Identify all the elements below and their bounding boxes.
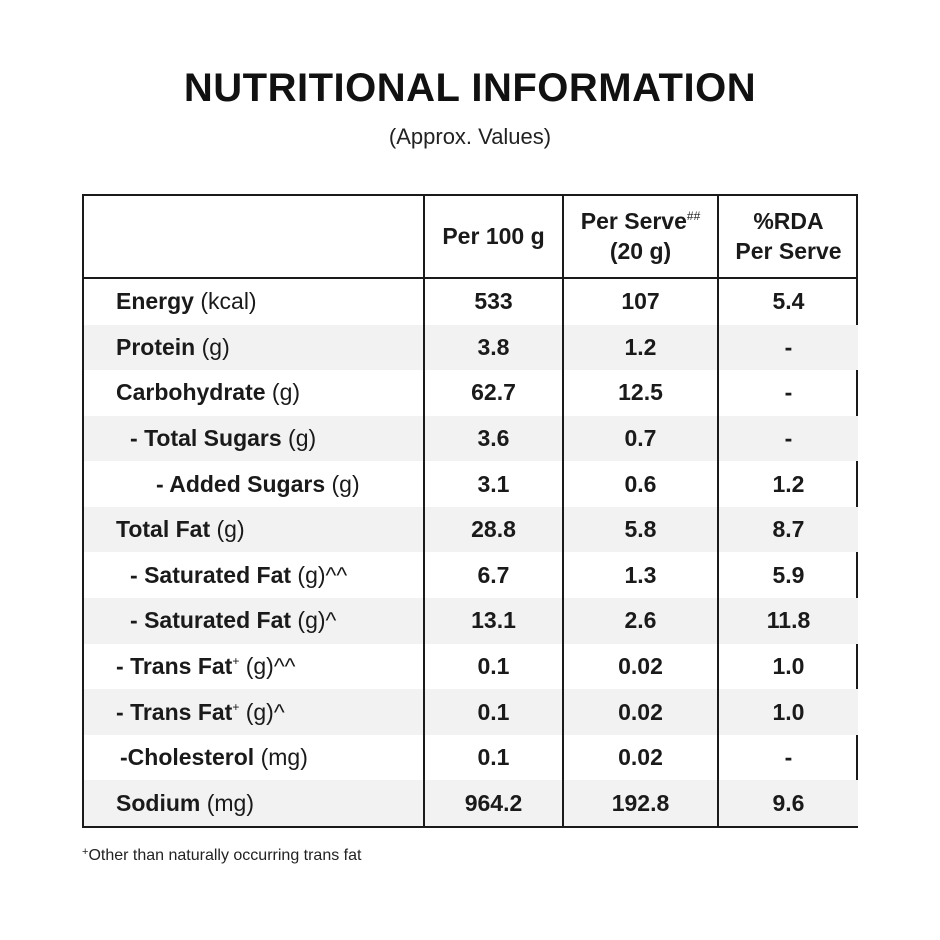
nutrient-name: Carbohydrate (g) — [116, 379, 301, 406]
value-per-serve: 192.8 — [562, 780, 718, 826]
table-row: - Added Sugars (g) 3.1 0.6 1.2 — [84, 461, 858, 507]
table-row: Sodium (mg) 964.2 192.8 9.6 — [84, 780, 858, 826]
table-header-row: Per 100 g Per Serve## (20 g) %RDA Per Serv… — [84, 196, 858, 279]
header-per-serve: Per Serve## (20 g) — [562, 196, 718, 279]
footnote-text: Other than naturally occurring trans fat — [88, 847, 362, 864]
value-rda: - — [717, 734, 858, 781]
value-rda: 11.8 — [717, 598, 858, 644]
value-rda: 8.7 — [717, 506, 858, 553]
value-per-100g: 28.8 — [423, 506, 563, 553]
nutrient-name: Energy (kcal) — [116, 288, 257, 315]
table-row: - Saturated Fat (g)^ 13.1 2.6 11.8 — [84, 598, 858, 644]
value-per-100g: 533 — [423, 278, 563, 325]
value-per-serve: 0.7 — [562, 415, 718, 462]
table-row: Energy (kcal) 533 107 5.4 — [84, 278, 858, 325]
value-per-100g: 3.1 — [423, 461, 563, 507]
nutrition-table: Per 100 g Per Serve## (20 g) %RDA Per Serv… — [82, 194, 858, 828]
nutrient-name: - Trans Fat+ (g)^ — [84, 689, 424, 735]
value-per-serve: 12.5 — [562, 370, 718, 416]
nutrient-name: - Trans Fat+ (g)^^ — [116, 652, 296, 679]
value-per-serve: 1.3 — [562, 552, 718, 599]
footnote-mark: + — [82, 846, 89, 858]
value-rda: 9.6 — [717, 780, 858, 826]
table-row: Carbohydrate (g) 62.7 12.5 - — [84, 370, 858, 416]
value-per-100g: 0.1 — [423, 689, 563, 735]
value-per-serve: 0.02 — [562, 689, 718, 735]
nutrient-name: - Added Sugars (g) — [156, 470, 360, 497]
value-rda: 1.0 — [717, 643, 858, 690]
value-per-serve: 0.02 — [562, 734, 718, 781]
value-per-serve: 0.6 — [562, 461, 718, 507]
value-per-100g: 964.2 — [423, 780, 563, 826]
table-row: - Trans Fat+ (g)^^ 0.1 0.02 1.0 — [84, 643, 858, 690]
value-per-100g: 3.8 — [423, 324, 563, 371]
page-subtitle: (Approx. Values) — [388, 124, 552, 149]
nutrient-name: - Saturated Fat (g)^^ — [130, 561, 348, 588]
value-per-serve: 1.2 — [562, 324, 718, 371]
value-rda: 1.0 — [717, 689, 858, 735]
value-per-serve: 0.02 — [562, 643, 718, 690]
nutrient-name: - Saturated Fat (g)^ — [84, 598, 424, 644]
table-row: Total Fat (g) 28.8 5.8 8.7 — [84, 506, 858, 553]
value-rda: - — [717, 324, 858, 371]
value-per-100g: 0.1 — [423, 734, 563, 781]
value-per-100g: 62.7 — [423, 370, 563, 416]
table-row: - Saturated Fat (g)^^ 6.7 1.3 5.9 — [84, 552, 858, 599]
value-rda: - — [717, 415, 858, 462]
nutrient-name: - Total Sugars (g) — [84, 415, 424, 462]
value-per-serve: 5.8 — [562, 506, 718, 553]
nutrient-name: Total Fat (g) — [84, 506, 424, 553]
value-rda: - — [717, 370, 858, 416]
nutrient-name: -Cholesterol (mg) — [120, 744, 308, 771]
header-nutrient — [84, 196, 424, 279]
value-rda: 1.2 — [717, 461, 858, 507]
table-row: Protein (g) 3.8 1.2 - — [84, 324, 858, 371]
table-row: -Cholesterol (mg) 0.1 0.02 - — [84, 734, 858, 781]
page-title: NUTRITIONAL INFORMATION — [183, 66, 757, 110]
value-rda: 5.9 — [717, 552, 858, 599]
header-per-100g: Per 100 g — [423, 196, 563, 279]
header-rda: %RDA Per Serve — [717, 196, 858, 279]
nutrient-name: Sodium (mg) — [84, 780, 424, 826]
value-rda: 5.4 — [717, 278, 858, 325]
value-per-serve: 107 — [562, 278, 718, 325]
value-per-100g: 0.1 — [423, 643, 563, 690]
table-row: - Total Sugars (g) 3.6 0.7 - — [84, 415, 858, 462]
table-row: - Trans Fat+ (g)^ 0.1 0.02 1.0 — [84, 689, 858, 735]
value-per-100g: 3.6 — [423, 415, 563, 462]
footnote: +Other than naturally occurring trans fa… — [82, 846, 361, 865]
value-per-100g: 6.7 — [423, 552, 563, 599]
value-per-serve: 2.6 — [562, 598, 718, 644]
value-per-100g: 13.1 — [423, 598, 563, 644]
nutrient-name: Protein (g) — [84, 324, 424, 371]
